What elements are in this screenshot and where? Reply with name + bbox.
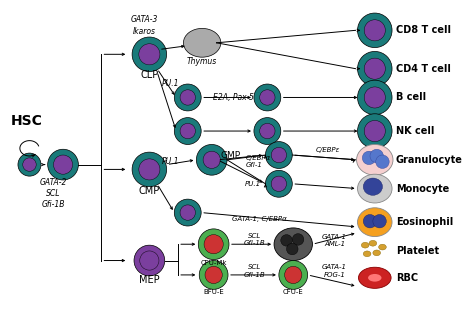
- Ellipse shape: [363, 251, 371, 257]
- Ellipse shape: [174, 118, 201, 145]
- Ellipse shape: [132, 37, 167, 72]
- Text: CMP: CMP: [139, 185, 160, 196]
- Ellipse shape: [140, 251, 159, 270]
- Ellipse shape: [369, 240, 377, 246]
- Circle shape: [281, 234, 292, 246]
- Text: CFU-E: CFU-E: [283, 289, 304, 295]
- Text: CD8 T cell: CD8 T cell: [396, 25, 451, 35]
- Ellipse shape: [356, 145, 393, 175]
- Ellipse shape: [357, 51, 392, 86]
- Ellipse shape: [254, 84, 281, 111]
- Ellipse shape: [284, 266, 302, 284]
- Text: GATA-1
AML-1: GATA-1 AML-1: [322, 234, 347, 247]
- Ellipse shape: [174, 199, 201, 226]
- Ellipse shape: [357, 80, 392, 115]
- Text: MEP: MEP: [139, 275, 160, 285]
- Ellipse shape: [139, 159, 160, 180]
- Text: PU.1: PU.1: [162, 79, 179, 88]
- Ellipse shape: [265, 142, 292, 169]
- Text: CD4 T cell: CD4 T cell: [396, 64, 451, 74]
- Ellipse shape: [271, 176, 287, 192]
- Ellipse shape: [361, 242, 369, 248]
- Ellipse shape: [357, 208, 392, 237]
- Text: RBC: RBC: [396, 273, 418, 283]
- Ellipse shape: [180, 205, 195, 220]
- Ellipse shape: [368, 274, 382, 282]
- Ellipse shape: [183, 28, 221, 57]
- Circle shape: [362, 151, 376, 165]
- Ellipse shape: [180, 123, 195, 139]
- Ellipse shape: [373, 250, 381, 256]
- Circle shape: [363, 215, 377, 228]
- Circle shape: [287, 243, 298, 255]
- Ellipse shape: [364, 120, 385, 142]
- Ellipse shape: [364, 20, 385, 41]
- Ellipse shape: [279, 261, 308, 289]
- Ellipse shape: [203, 151, 220, 169]
- Ellipse shape: [265, 170, 292, 197]
- Circle shape: [376, 155, 389, 169]
- Text: HSC: HSC: [10, 114, 42, 128]
- Text: GATA-3
Ikaros: GATA-3 Ikaros: [131, 16, 158, 35]
- Text: C/EBPα
Gfi-1: C/EBPα Gfi-1: [245, 155, 271, 169]
- Circle shape: [292, 234, 304, 245]
- Circle shape: [370, 149, 383, 163]
- Ellipse shape: [139, 44, 160, 65]
- Text: Platelet: Platelet: [396, 246, 439, 256]
- Ellipse shape: [260, 90, 275, 105]
- Text: Monocyte: Monocyte: [396, 183, 449, 193]
- Text: NK cell: NK cell: [396, 126, 434, 136]
- Ellipse shape: [132, 152, 167, 187]
- Text: B cell: B cell: [396, 92, 426, 102]
- Ellipse shape: [134, 245, 165, 276]
- Text: GATA-1
FOG-1: GATA-1 FOG-1: [322, 264, 347, 278]
- Ellipse shape: [357, 13, 392, 48]
- Ellipse shape: [364, 87, 385, 108]
- Text: PU.1: PU.1: [162, 157, 179, 166]
- Ellipse shape: [196, 145, 227, 175]
- Circle shape: [373, 215, 386, 228]
- Text: SCL
Gfi-1B: SCL Gfi-1B: [244, 233, 266, 246]
- Text: C/EBPε: C/EBPε: [315, 147, 340, 153]
- Ellipse shape: [174, 84, 201, 111]
- Ellipse shape: [198, 229, 229, 260]
- Text: GMP: GMP: [221, 151, 241, 160]
- Text: Granulocyte: Granulocyte: [396, 155, 463, 165]
- Ellipse shape: [23, 158, 36, 171]
- Ellipse shape: [363, 178, 383, 195]
- Text: Eosinophil: Eosinophil: [396, 217, 453, 227]
- Text: BFU-E: BFU-E: [203, 289, 224, 295]
- Text: CFU-Mk: CFU-Mk: [201, 260, 227, 267]
- Ellipse shape: [364, 58, 385, 79]
- Ellipse shape: [54, 155, 73, 174]
- Ellipse shape: [48, 149, 78, 180]
- Ellipse shape: [358, 267, 391, 288]
- Ellipse shape: [204, 234, 223, 254]
- Ellipse shape: [260, 123, 275, 139]
- Ellipse shape: [205, 266, 222, 284]
- Ellipse shape: [180, 90, 195, 105]
- Text: Thymus: Thymus: [187, 58, 217, 67]
- Ellipse shape: [357, 114, 392, 148]
- Text: E2A, Pax 5: E2A, Pax 5: [213, 93, 254, 102]
- Ellipse shape: [379, 244, 386, 250]
- Text: GATA-1, C/EBPα: GATA-1, C/EBPα: [232, 216, 287, 222]
- Ellipse shape: [274, 228, 312, 261]
- Ellipse shape: [357, 174, 392, 203]
- Text: CLP: CLP: [140, 70, 158, 81]
- Ellipse shape: [254, 118, 281, 145]
- Text: PU.1: PU.1: [245, 181, 262, 187]
- Ellipse shape: [18, 153, 41, 176]
- Text: GATA-2
SCL
Gfi-1B: GATA-2 SCL Gfi-1B: [40, 178, 67, 209]
- Ellipse shape: [199, 261, 228, 289]
- Ellipse shape: [271, 147, 287, 163]
- Text: SCL
Gfi-1B: SCL Gfi-1B: [244, 264, 266, 278]
